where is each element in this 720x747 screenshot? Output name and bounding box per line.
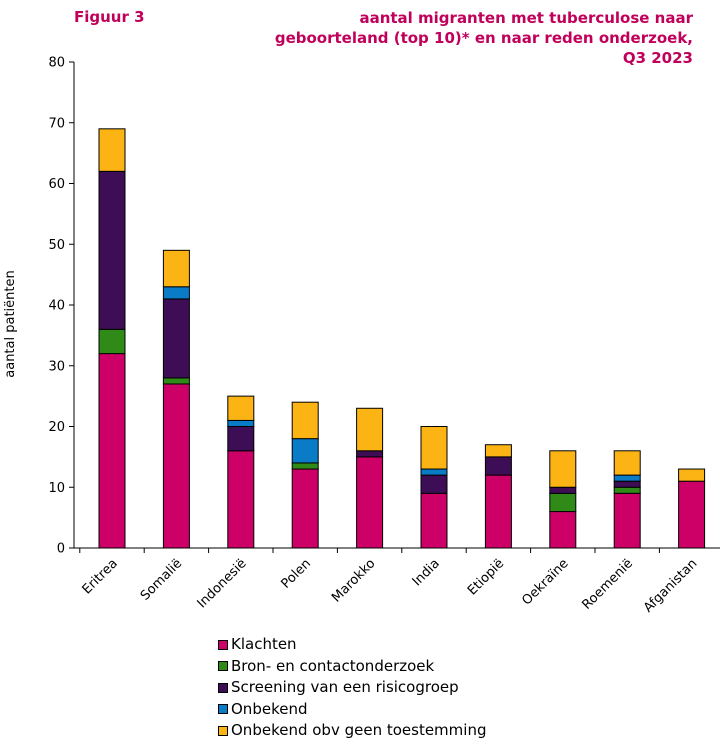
legend-swatch (218, 639, 228, 650)
x-tick-label: Oekraïne (519, 556, 571, 608)
y-tick-label: 20 (48, 420, 65, 435)
bar-segment (613, 480, 641, 488)
legend-item: Bron- en contactonderzoek (218, 656, 486, 678)
title-line-3: Q3 2023 (622, 49, 693, 67)
y-tick-label: 30 (48, 359, 65, 374)
x-tick-label: Marokko (329, 556, 378, 605)
bar-segment (678, 480, 706, 549)
title-line-2: geboorteland (top 10)* en naar reden ond… (274, 29, 693, 47)
bar-segment (420, 468, 448, 476)
bar-segment (162, 286, 190, 300)
bar-segment (98, 128, 126, 172)
bar-segment (484, 456, 512, 476)
x-tick-label: Polen (279, 556, 314, 591)
bar-segment (484, 444, 512, 458)
legend-item: Klachten (218, 634, 486, 656)
figure-label: Figuur 3 (74, 8, 145, 26)
bar-segment (549, 492, 577, 513)
bar-segment (227, 419, 255, 427)
x-tick-label: Eritrea (80, 556, 121, 597)
legend-swatch (218, 682, 228, 693)
bar-segment (678, 468, 706, 482)
bar-segment (98, 328, 126, 355)
x-tick-label: Indonesië (195, 556, 250, 611)
x-tick-label: Somalië (138, 556, 185, 603)
bar-segment (98, 170, 126, 330)
bar-segment (420, 492, 448, 549)
x-tick-label: Etiopië (465, 556, 507, 598)
bar-segment (291, 468, 319, 549)
bar-segment (613, 486, 641, 494)
legend-label: Klachten (231, 635, 297, 653)
legend-item: Onbekend obv geen toestemming (218, 720, 486, 742)
legend-item: Screening van een risicogroep (218, 677, 486, 699)
bar-segment (291, 462, 319, 470)
legend: Klachten Bron- en contactonderzoek Screeni… (218, 634, 486, 742)
y-tick-label: 40 (48, 299, 65, 314)
bar-segment (162, 298, 190, 379)
legend-label: Screening van een risicogroep (231, 678, 459, 696)
bar-segment (162, 377, 190, 385)
y-tick-label: 70 (48, 116, 65, 131)
y-tick-label: 60 (48, 177, 65, 192)
legend-label: Bron- en contactonderzoek (231, 656, 435, 675)
y-tick-label: 50 (48, 238, 65, 253)
bar-segment (356, 407, 384, 452)
bar-segment (420, 474, 448, 494)
bar-segment (227, 395, 255, 421)
bar-segment (162, 383, 190, 549)
legend-swatch (218, 661, 228, 672)
bar-segment (356, 450, 384, 458)
legend-label: Onbekend obv geen toestemming (231, 721, 487, 739)
x-tick-label: Roemenië (580, 556, 637, 613)
bar-segment (484, 474, 512, 549)
bar-segment (549, 450, 577, 488)
title-line-1: aantal migranten met tuberculose naar (359, 9, 693, 27)
y-tick-label: 80 (48, 56, 65, 71)
bar-segment (549, 511, 577, 549)
chart-title: aantal migranten met tuberculose naar ge… (223, 8, 693, 68)
bar-segment (420, 426, 448, 470)
bar-segment (613, 450, 641, 476)
bars-group (98, 128, 706, 549)
legend-item: Onbekend (218, 699, 486, 721)
bar-segment (98, 353, 126, 549)
x-tick-label: Afganistan (641, 556, 701, 616)
y-axis-label: aantal patiënten (3, 270, 18, 377)
bar-segment (227, 426, 255, 452)
bar-segment (291, 438, 319, 464)
x-tick-label: India (410, 556, 443, 589)
bar-segment (162, 249, 190, 288)
bar-segment (227, 450, 255, 549)
y-tick-label: 10 (48, 481, 65, 496)
legend-label: Onbekend (231, 699, 308, 718)
bar-segment (549, 486, 577, 494)
legend-swatch (218, 725, 228, 736)
bar-segment (356, 456, 384, 549)
bar-segment (613, 492, 641, 549)
bar-segment (291, 401, 319, 440)
y-tick-label: 0 (57, 542, 65, 557)
legend-swatch (218, 704, 228, 715)
bar-segment (613, 474, 641, 482)
